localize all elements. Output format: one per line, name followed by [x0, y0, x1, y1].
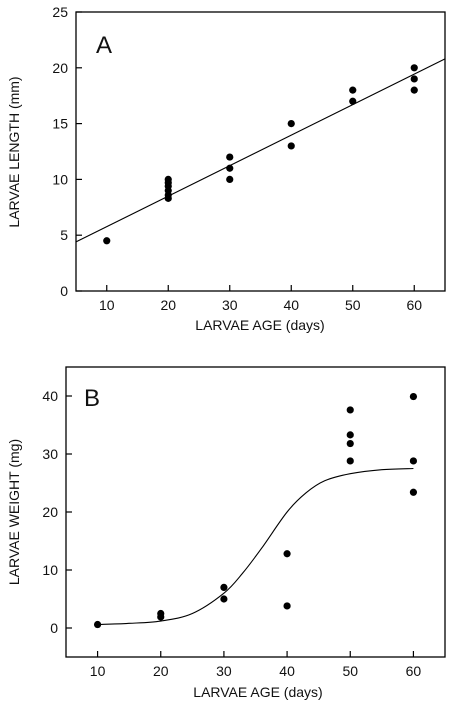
- panel-b-y-tick-label: 20: [42, 504, 58, 520]
- panel-a-x-tick-label: 60: [406, 297, 422, 313]
- panel-a-data-point: [103, 237, 111, 245]
- panel-b-x-tick-label: 30: [216, 663, 232, 679]
- panel-a-y-tick-label: 25: [52, 4, 68, 20]
- panel-b-data-point: [220, 595, 228, 603]
- panel-b-points: [93, 392, 418, 629]
- panel-a-data-point: [226, 153, 234, 161]
- panel-a-x-axis-title: LARVAE AGE (days): [195, 317, 324, 333]
- panel-b-data-point: [346, 457, 354, 465]
- panel-b: 0 10 20 30 40 10 20 30 40 50 60 B LARVAE AGE (day…: [6, 366, 446, 700]
- panel-b-data-point: [409, 392, 418, 401]
- panel-b-data-point: [220, 583, 228, 592]
- panel-a-y-tick-label: 0: [60, 283, 68, 299]
- panel-a-data-point: [410, 86, 418, 94]
- panel-a-y-tick-label: 5: [60, 227, 68, 243]
- panel-a-data-point: [287, 120, 295, 128]
- panel-a-y-tick-label: 20: [52, 60, 68, 76]
- panel-a-x-tick-label: 30: [222, 297, 238, 313]
- panel-a-letter: A: [96, 32, 112, 59]
- panel-a-y-tick-label: 10: [52, 171, 68, 187]
- panel-a-data-point: [226, 164, 234, 172]
- panel-b-x-tick-label: 20: [153, 663, 169, 679]
- panel-b-x-axis-title: LARVAE AGE (days): [193, 684, 322, 700]
- panel-b-y-tick-label: 30: [42, 446, 58, 462]
- panel-a-x-tick-label: 20: [160, 297, 176, 313]
- panel-a-points: [103, 64, 418, 245]
- panel-b-data-point: [346, 431, 354, 439]
- panel-b-plot-frame: [65, 366, 446, 658]
- panel-b-y-axis: 0 10 20 30 40: [42, 388, 72, 636]
- panel-a-data-point: [164, 175, 172, 183]
- panel-b-y-tick-label: 40: [42, 388, 58, 404]
- panel-a-data-point: [410, 75, 418, 83]
- panel-b-data-point: [346, 406, 354, 414]
- panel-a-y-axis-title: LARVAE LENGTH (mm): [6, 76, 22, 227]
- panel-a-data-point: [349, 86, 357, 94]
- panel-b-y-tick-label: 10: [42, 562, 58, 578]
- panel-a-plot-frame: [75, 11, 446, 292]
- panel-b-x-tick-label: 60: [406, 663, 422, 679]
- panel-b-x-tick-label: 50: [342, 663, 358, 679]
- panel-a-data-point: [226, 175, 234, 183]
- panel-b-fit-line: [97, 467, 414, 626]
- panel-b-y-axis-title: LARVAE WEIGHT (mg): [6, 439, 22, 585]
- panel-b-x-axis: 10 20 30 40 50 60: [90, 651, 422, 679]
- panel-a-fit-line: [75, 58, 446, 243]
- panel-b-data-point: [157, 609, 165, 618]
- panel-a: 0 5 10 15 20 25 10 20 30 40 50 60 A LARVAE AGE (da…: [6, 4, 446, 333]
- panel-a-x-tick-label: 50: [345, 297, 361, 313]
- panel-b-letter: B: [84, 385, 100, 412]
- panel-a-data-point: [287, 142, 295, 150]
- panel-b-y-tick-label: 0: [50, 620, 58, 636]
- panel-b-data-point: [93, 620, 102, 629]
- panel-a-y-axis: 0 5 10 15 20 25: [52, 4, 82, 299]
- panel-a-data-point: [349, 97, 357, 105]
- panel-b-x-tick-label: 10: [90, 663, 106, 679]
- panel-b-data-point: [283, 550, 291, 558]
- panel-b-x-tick-label: 40: [279, 663, 295, 679]
- panel-a-fit-layer: [75, 58, 446, 243]
- panel-a-x-tick-label: 10: [99, 297, 115, 313]
- panel-a-x-axis: 10 20 30 40 50 60: [99, 285, 422, 313]
- panel-a-x-tick-label: 40: [283, 297, 299, 313]
- panel-b-fit-layer: [97, 467, 414, 626]
- panel-a-y-tick-label: 15: [52, 116, 68, 132]
- panel-b-data-point: [283, 602, 291, 610]
- panel-b-data-point: [346, 439, 354, 448]
- panel-a-data-point: [410, 64, 418, 72]
- panel-b-data-point: [409, 457, 418, 465]
- panel-b-data-point: [409, 488, 418, 496]
